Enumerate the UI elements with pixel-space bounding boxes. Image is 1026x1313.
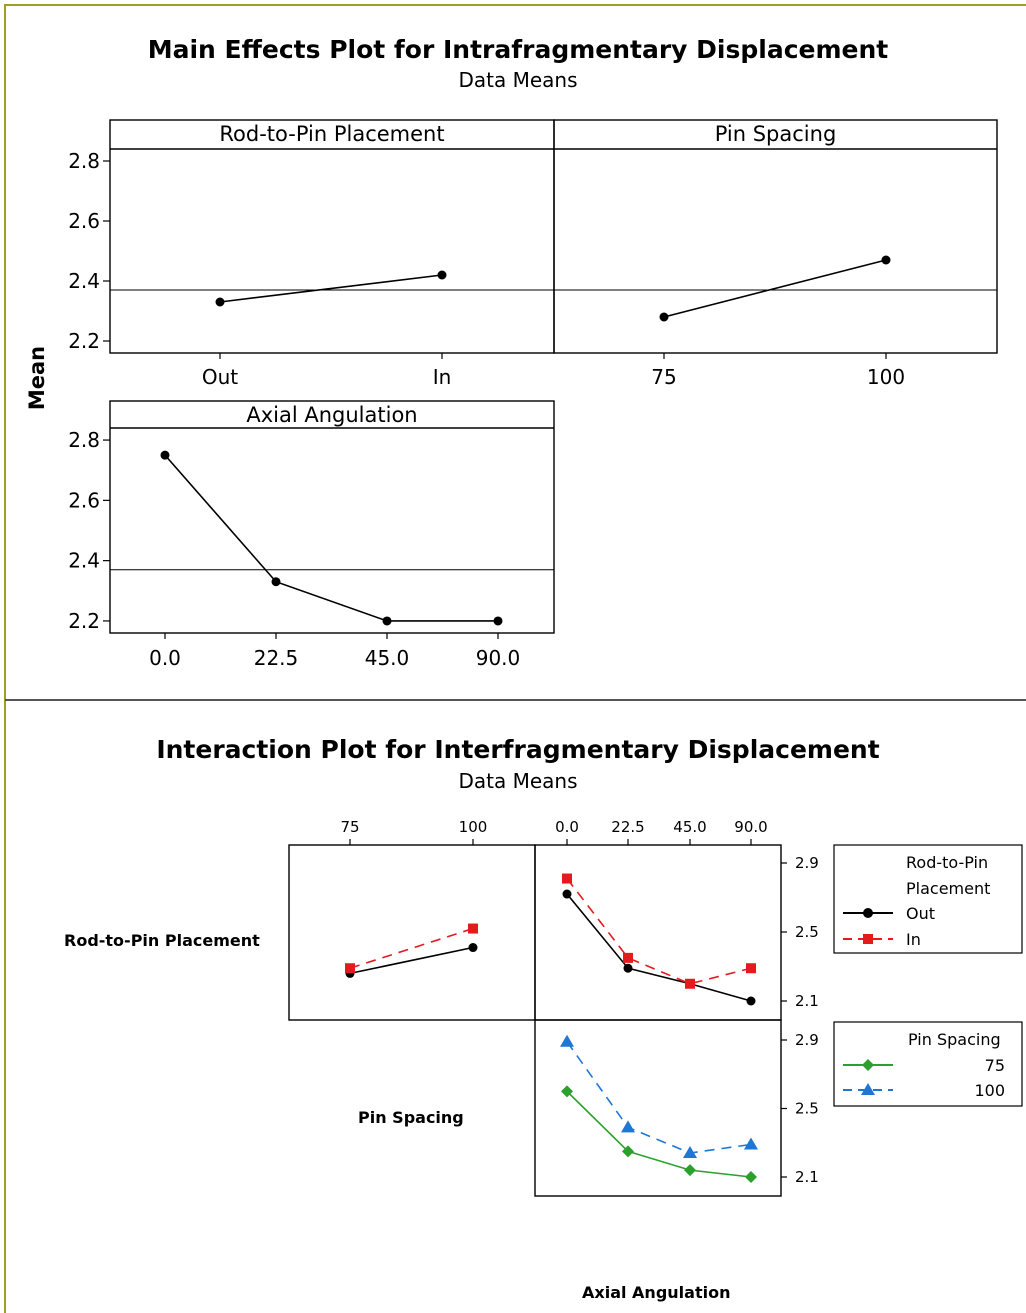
panel-frame-rod-to-pin-placement [109, 119, 555, 354]
panel-frame-rod-to-pin-placement-x-axial-angulation [534, 844, 782, 1021]
top-tick-label-rod-to-pin-placement-x-axial-angulation: 0.0 [555, 818, 579, 836]
data-point-rod-to-pin-placement-x-axial-angulation-in [623, 952, 633, 963]
data-point-rod-to-pin-placement-x-axial-angulation-out [562, 889, 572, 899]
legend-pin-spacing: Pin Spacing 75 100 [833, 1021, 1023, 1107]
figure-border [4, 4, 1026, 1313]
x-tick-label-axial-angulation: 22.5 [254, 646, 299, 670]
right-tick-label-pin-spacing-x-axial-angulation: 2.1 [795, 1168, 819, 1186]
legend-100-marker [861, 1083, 875, 1095]
interaction-subtitle: Data Means [458, 769, 577, 793]
bottom-label-axial-angulation: Axial Angulation [582, 1283, 730, 1302]
data-point-rod-to-pin-placement-x-axial-angulation-out [746, 996, 756, 1006]
x-tick-label-axial-angulation: 45.0 [365, 646, 410, 670]
x-tick-label-axial-angulation: 0.0 [149, 646, 181, 670]
top-tick-label-rod-to-pin-placement-x-axial-angulation: 90.0 [734, 818, 767, 836]
x-tick-label-pin-spacing: 75 [651, 365, 676, 389]
x-tick-label-rod-to-pin-placement: Out [202, 365, 238, 389]
legend-out-marker [863, 908, 873, 918]
y-tick-label-axial-angulation: 2.6 [68, 488, 100, 512]
legend-out-label: Out [906, 904, 935, 923]
right-tick-label-rod-to-pin-placement-x-axial-angulation: 2.5 [795, 923, 819, 941]
data-point-rod-to-pin-placement-x-pin-spacing-in [345, 963, 355, 974]
main-effects-title: Main Effects Plot for Intrafragmentary D… [148, 35, 889, 64]
y-tick-label-axial-angulation: 2.4 [68, 549, 100, 573]
data-point-rod-to-pin-placement [215, 297, 225, 307]
panel-frame-rod-to-pin-placement-x-pin-spacing [288, 844, 536, 1021]
interaction-title: Interaction Plot for Interfragmentary Di… [156, 735, 879, 764]
series-line-axial-angulation [164, 454, 498, 622]
series-line-pin-spacing-x-axial-angulation-100 [566, 1041, 752, 1154]
data-point-rod-to-pin-placement-x-pin-spacing-in [468, 923, 478, 934]
top-tick-label-rod-to-pin-placement-x-axial-angulation: 45.0 [673, 818, 706, 836]
right-tick-label-pin-spacing-x-axial-angulation: 2.9 [795, 1031, 819, 1049]
legend-pin-spacing-title: Pin Spacing [908, 1030, 1001, 1049]
top-tick-label-rod-to-pin-placement-x-axial-angulation: 22.5 [611, 818, 644, 836]
data-point-rod-to-pin-placement-x-axial-angulation-in [685, 978, 695, 989]
panel-frame-axial-angulation [109, 400, 555, 634]
data-point-axial-angulation [271, 577, 281, 587]
main-effects-ylabel: Mean [25, 346, 49, 410]
panel-title-pin-spacing: Pin Spacing [715, 122, 837, 146]
series-line-rod-to-pin-placement-x-axial-angulation-in [566, 878, 752, 985]
x-tick-label-rod-to-pin-placement: In [433, 365, 452, 389]
main-effects-panels: Rod-to-Pin Placement 2.2 2.4 2.6 2.8 Out In Pin… [68, 119, 998, 670]
series-line-rod-to-pin-placement [219, 274, 443, 303]
data-point-pin-spacing-x-axial-angulation-75 [561, 1085, 573, 1098]
series-line-pin-spacing [663, 259, 887, 318]
data-point-pin-spacing-x-axial-angulation-75 [622, 1145, 634, 1158]
legend-rod-to-pin-title-2: Placement [906, 879, 990, 898]
y-tick-label-rod-to-pin-placement: 2.6 [68, 209, 100, 233]
data-point-pin-spacing-x-axial-angulation-100 [621, 1120, 635, 1133]
top-tick-label-rod-to-pin-placement-x-pin-spacing: 75 [340, 818, 359, 836]
right-tick-label-rod-to-pin-placement-x-axial-angulation: 2.9 [795, 854, 819, 872]
panel-title-rod-to-pin-placement: Rod-to-Pin Placement [219, 122, 444, 146]
series-line-pin-spacing-x-axial-angulation-75 [566, 1090, 752, 1178]
y-tick-label-rod-to-pin-placement: 2.2 [68, 329, 100, 353]
series-line-rod-to-pin-placement-x-axial-angulation-out [566, 893, 752, 1002]
data-point-rod-to-pin-placement-x-axial-angulation-in [562, 873, 572, 884]
legend-100-label: 100 [974, 1081, 1005, 1100]
data-point-pin-spacing [659, 312, 669, 322]
legend-rod-to-pin-title-1: Rod-to-Pin [906, 853, 988, 872]
data-point-pin-spacing-x-axial-angulation-100 [683, 1146, 697, 1159]
y-tick-label-axial-angulation: 2.2 [68, 609, 100, 633]
legend-in-label: In [906, 930, 921, 949]
y-tick-label-rod-to-pin-placement: 2.8 [68, 149, 100, 173]
data-point-rod-to-pin-placement [437, 270, 447, 280]
right-tick-label-pin-spacing-x-axial-angulation: 2.5 [795, 1100, 819, 1118]
legend-rod-to-pin: Rod-to-Pin Placement Out In [833, 844, 1023, 954]
data-point-axial-angulation [160, 450, 170, 460]
main-effects-subtitle: Data Means [458, 68, 577, 92]
x-tick-label-pin-spacing: 100 [867, 365, 905, 389]
data-point-axial-angulation [382, 616, 392, 626]
right-tick-label-rod-to-pin-placement-x-axial-angulation: 2.1 [795, 992, 819, 1010]
row-label-rod-to-pin: Rod-to-Pin Placement [64, 931, 260, 950]
data-point-axial-angulation [493, 616, 503, 626]
top-tick-label-rod-to-pin-placement-x-pin-spacing: 100 [459, 818, 488, 836]
legend-75-label: 75 [985, 1056, 1005, 1075]
data-point-rod-to-pin-placement-x-pin-spacing-out [468, 943, 478, 953]
y-tick-label-rod-to-pin-placement: 2.4 [68, 269, 100, 293]
panel-frame-pin-spacing [553, 119, 998, 354]
legend-in-marker [863, 934, 873, 944]
panel-title-axial-angulation: Axial Angulation [246, 403, 417, 427]
data-point-rod-to-pin-placement-x-axial-angulation-out [623, 963, 633, 973]
legend-75-marker [862, 1059, 874, 1071]
data-point-pin-spacing-x-axial-angulation-100 [560, 1034, 574, 1047]
series-line-rod-to-pin-placement-x-pin-spacing-in [349, 927, 474, 969]
interaction-panels: 75 100 0.0 22.5 45.0 90.0 2.1 2.5 2.9 2.1 2.5 2.9 [288, 818, 819, 1197]
y-tick-label-axial-angulation: 2.8 [68, 428, 100, 452]
data-point-pin-spacing [881, 255, 891, 265]
data-point-rod-to-pin-placement-x-axial-angulation-in [746, 963, 756, 974]
row-label-pin-spacing: Pin Spacing [358, 1108, 464, 1127]
data-point-pin-spacing-x-axial-angulation-75 [684, 1164, 696, 1177]
series-line-rod-to-pin-placement-x-pin-spacing-out [349, 946, 474, 975]
data-point-pin-spacing-x-axial-angulation-75 [745, 1171, 757, 1183]
x-tick-label-axial-angulation: 90.0 [476, 646, 521, 670]
data-point-pin-spacing-x-axial-angulation-100 [744, 1137, 758, 1150]
